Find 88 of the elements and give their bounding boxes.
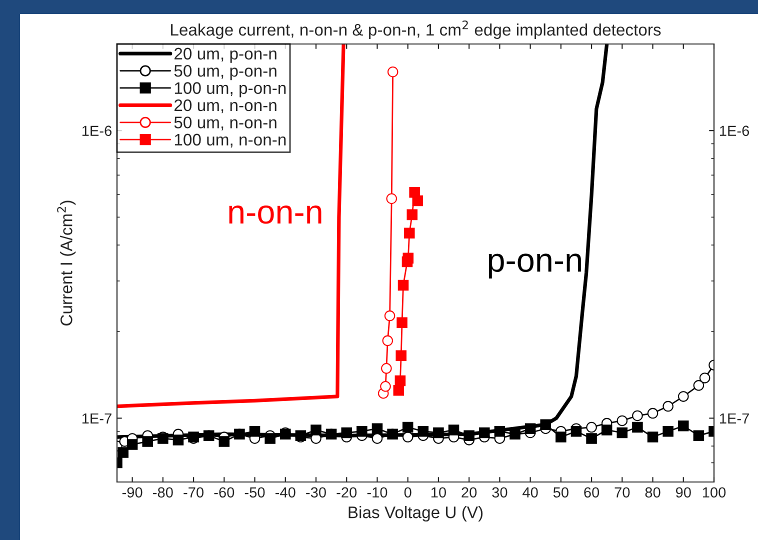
y-axis-title: Current I (A/cm$^{2}$) [57, 200, 76, 326]
point [448, 424, 460, 436]
legend-label: 20 um, n-on-n [174, 99, 276, 114]
point [380, 381, 391, 392]
x-tick-label: -70 [184, 487, 204, 498]
x-tick-label: 50 [553, 487, 568, 498]
point [387, 66, 398, 78]
point [586, 422, 597, 433]
x-tick-label: 90 [676, 487, 691, 498]
point [398, 280, 409, 291]
point [616, 415, 628, 426]
point [394, 375, 406, 386]
point [647, 432, 658, 442]
point [404, 228, 415, 239]
x-tick-label: 20 [462, 487, 477, 498]
legend-label: 50 um, p-on-n [174, 64, 276, 80]
x-tick-label: 60 [584, 487, 600, 498]
point [632, 422, 643, 433]
point [494, 426, 506, 437]
point [264, 433, 276, 444]
point [586, 433, 597, 444]
point [464, 430, 474, 441]
x-tick-label: 70 [614, 487, 630, 498]
point [356, 426, 368, 437]
point [570, 426, 582, 437]
x-tick-label: 80 [645, 487, 660, 498]
point [678, 420, 689, 432]
point [402, 422, 414, 433]
point [118, 447, 129, 458]
point [540, 419, 551, 430]
point [662, 400, 674, 412]
x-tick-label: 100 [702, 487, 726, 498]
annotation: n-on-n [229, 206, 322, 224]
point [678, 391, 689, 402]
point [384, 310, 396, 322]
point [693, 380, 704, 391]
x-tick-label: -50 [244, 487, 265, 498]
point [406, 209, 418, 220]
point [632, 410, 643, 422]
x-tick-label: 0 [404, 487, 412, 498]
text: 1E-7 [720, 413, 749, 424]
x-tick-label: 10 [431, 487, 446, 498]
point [601, 424, 612, 436]
x-tick-label: -30 [306, 487, 326, 498]
legend-label: 20 um, p-on-n [174, 48, 276, 63]
point [412, 195, 424, 206]
point [126, 439, 138, 450]
x-tick-label: -80 [153, 487, 173, 498]
x-tick-label: -20 [336, 487, 357, 498]
point [647, 408, 658, 419]
point [218, 436, 230, 447]
point [693, 430, 704, 441]
point [402, 252, 414, 264]
x-tick-label: 40 [522, 487, 538, 498]
point [372, 423, 383, 434]
point [479, 427, 490, 438]
line-series [117, 44, 346, 408]
x-tick-label: -40 [275, 487, 296, 498]
point [381, 363, 392, 374]
x-tick-label: -60 [214, 487, 234, 498]
legend-label: 50 um, n-on-n [174, 116, 276, 130]
point [662, 426, 674, 437]
legend-label: 100 um, n-on-n [174, 134, 286, 148]
point [418, 426, 429, 437]
text: 1E-6 [720, 126, 750, 136]
x-axis-title: Bias Voltage U (V) [348, 506, 483, 522]
point [396, 317, 408, 328]
point [699, 372, 710, 384]
point [433, 427, 444, 438]
point [142, 436, 153, 447]
x-tick-label: -90 [122, 487, 142, 498]
x-tick-label: 30 [492, 487, 508, 498]
annotation: p-on-n [488, 254, 581, 279]
point [556, 432, 566, 442]
point [341, 427, 352, 438]
point [249, 426, 260, 437]
chart-title: Leakage current, n-on-n & p-on-n, 1 cm$^{2}$ edge implanted detectors [171, 20, 661, 39]
point [524, 423, 536, 434]
x-tick-label: -10 [367, 487, 388, 498]
point [402, 432, 414, 442]
point [386, 193, 397, 204]
point [616, 427, 628, 438]
point [172, 434, 184, 446]
point [310, 424, 322, 436]
legend-label: 100 um, p-on-n [174, 82, 286, 98]
point [396, 350, 406, 362]
point [372, 433, 383, 444]
point [382, 335, 394, 346]
